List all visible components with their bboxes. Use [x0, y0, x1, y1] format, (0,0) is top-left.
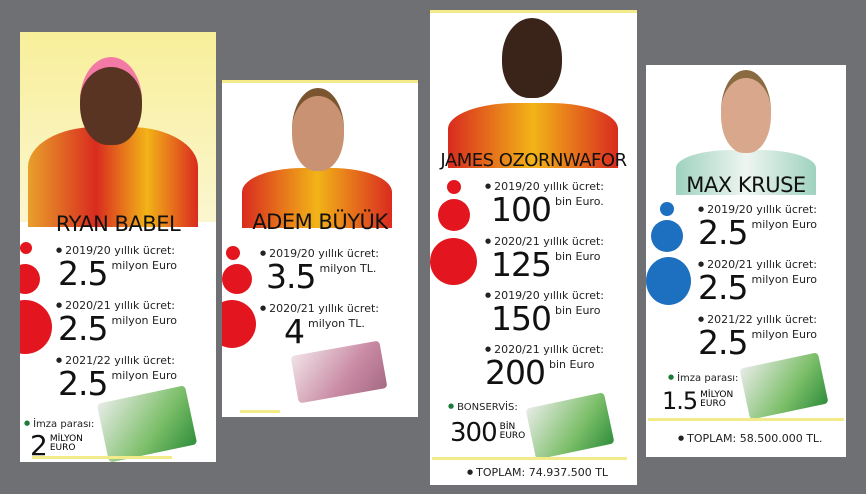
transfer-fee-value: 300	[450, 418, 498, 448]
wage-unit: milyon Euro	[751, 218, 817, 231]
dot-large	[646, 257, 691, 305]
wage-value: 2.5	[58, 364, 108, 403]
divider	[240, 410, 280, 413]
wage-value: 2.5	[698, 268, 748, 307]
player-card-max-kruse: MAX KRUSE 2019/20 yıllık ücret:2.5milyon…	[646, 65, 846, 457]
signing-fee-value: 2	[30, 429, 48, 462]
transfer-fee-unit: BİN	[499, 422, 516, 432]
wage-value: 2.5	[698, 323, 748, 362]
player-photo	[222, 80, 418, 228]
lira-banknotes-image	[290, 340, 388, 404]
signing-fee-unit: MİLYON	[700, 390, 734, 400]
player-card-james-ozornwafor: JAMES OZORNWAFOR 2019/20 yıllık ücret:10…	[430, 10, 637, 485]
dot-large	[20, 300, 52, 354]
dot-large	[222, 300, 256, 348]
dot-medium	[20, 264, 40, 294]
wage-label: 2021/22 yıllık ücret:	[698, 313, 817, 326]
wage-label: 2019/20 yıllık ücret:	[485, 289, 604, 302]
wage-unit: milyon Euro	[111, 369, 177, 382]
transfer-fee-label: BONSERVİS:	[448, 402, 518, 413]
dot-large	[430, 238, 477, 285]
wage-value: 200	[485, 353, 546, 392]
wage-label: 2019/20 yıllık ücret:	[485, 180, 604, 193]
signing-fee-unit: EURO	[49, 443, 76, 453]
transfer-fee-unit: EURO	[499, 431, 526, 441]
player-name: JAMES OZORNWAFOR	[440, 150, 627, 171]
wage-unit: bin Euro	[549, 358, 595, 371]
divider	[432, 457, 627, 460]
signing-fee-unit: EURO	[700, 399, 726, 409]
euro-banknotes-image	[739, 352, 829, 420]
wage-unit: milyon TL.	[308, 317, 365, 330]
total-amount: TOPLAM: 74.937.500 TL	[467, 466, 608, 479]
dot-medium	[222, 264, 252, 294]
wage-value: 2.5	[58, 309, 108, 348]
divider	[32, 456, 172, 459]
wage-unit: milyon Euro	[751, 328, 817, 341]
wage-value: 4	[284, 312, 305, 351]
wage-value: 125	[491, 245, 552, 284]
wage-label: 2020/21 yıllık ücret:	[485, 235, 604, 248]
player-card-adem-buyuk: ADEM BÜYÜK 2019/20 yıllık ücret:3.5milyo…	[222, 80, 418, 417]
player-photo	[430, 10, 637, 168]
dot-medium	[438, 199, 470, 231]
dot-small	[226, 246, 240, 260]
wage-value: 150	[491, 299, 552, 338]
wage-value: 3.5	[266, 257, 316, 296]
dot-small	[447, 180, 461, 194]
wage-value: 100	[491, 190, 552, 229]
dot-small	[20, 242, 32, 254]
wage-label: 2021/22 yıllık ücret:	[56, 354, 177, 367]
dot-medium	[651, 220, 683, 252]
signing-fee-unit: MİLYON	[49, 434, 83, 444]
divider	[648, 418, 844, 421]
wage-value: 2.5	[58, 254, 108, 293]
wage-unit: milyon Euro	[111, 314, 177, 327]
player-name: MAX KRUSE	[686, 173, 806, 197]
wage-label: 2020/21 yıllık ücret:	[260, 302, 379, 315]
signing-fee-value: 1.5	[662, 387, 698, 415]
signing-fee-label: İmza parası:	[668, 373, 738, 384]
wage-label: 2019/20 yıllık ücret:	[698, 203, 817, 216]
wage-value: 2.5	[698, 213, 748, 252]
wage-unit: bin Euro.	[555, 195, 604, 208]
wage-unit: milyon Euro	[111, 259, 177, 272]
player-name: ADEM BÜYÜK	[252, 210, 388, 234]
player-photo	[20, 32, 216, 227]
wage-unit: bin Euro	[555, 304, 601, 317]
wage-label: 2020/21 yıllık ücret:	[485, 343, 604, 356]
wage-label: 2019/20 yıllık ücret:	[260, 247, 379, 260]
euro-banknotes-image	[525, 392, 615, 460]
player-name: RYAN BABEL	[55, 212, 181, 236]
wage-label: 2020/21 yıllık ücret:	[56, 299, 177, 312]
wage-unit: bin Euro	[555, 250, 601, 263]
wage-unit: milyon Euro	[751, 273, 817, 286]
player-card-babel: RYAN BABEL 2019/20 yıllık ücret:2.5milyo…	[20, 32, 216, 462]
player-photo	[646, 65, 846, 195]
signing-fee-label: İmza parası:	[24, 419, 94, 430]
wage-unit: milyon TL.	[319, 262, 377, 275]
wage-label: 2020/21 yıllık ücret:	[698, 258, 817, 271]
wage-label: 2019/20 yıllık ücret:	[56, 244, 177, 257]
total-amount: TOPLAM: 58.500.000 TL.	[678, 432, 822, 445]
dot-small	[660, 202, 674, 216]
